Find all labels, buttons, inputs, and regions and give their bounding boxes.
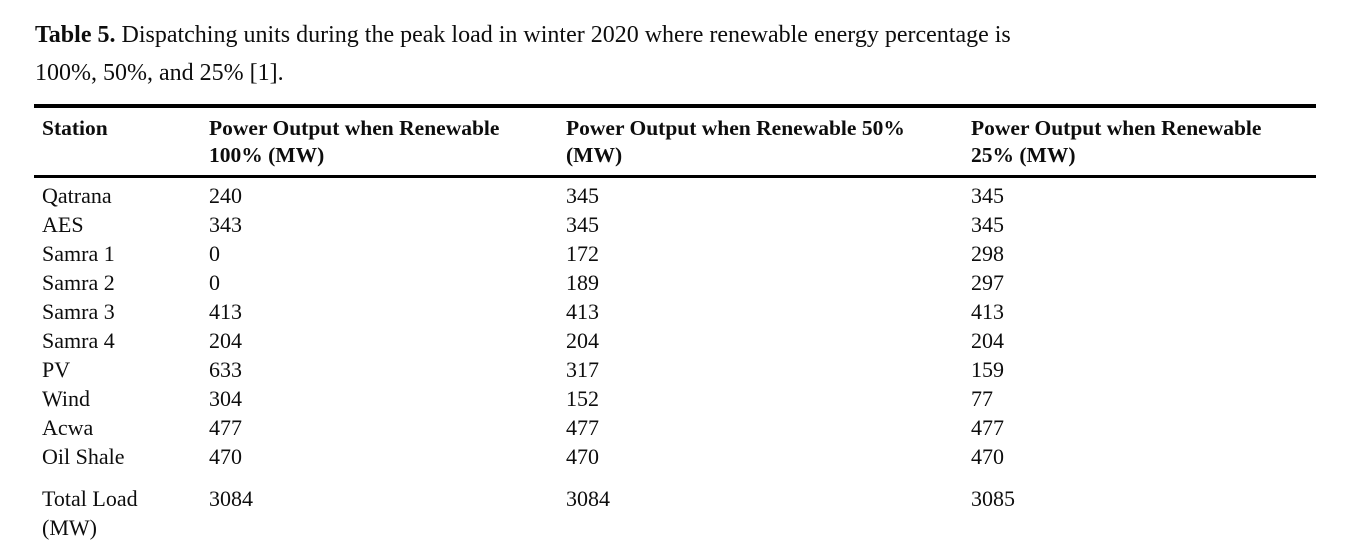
value-cell: 159: [971, 357, 1004, 382]
value-cell: 3084: [566, 486, 610, 511]
value-cell: 77: [971, 386, 993, 411]
table-row: Qatrana 240 345 345: [34, 177, 1316, 211]
table-row: Samra 2 0 189 297: [34, 268, 1316, 297]
column-header-station: Station: [42, 116, 108, 140]
station-cell: PV: [42, 357, 71, 382]
value-cell: 204: [566, 328, 599, 353]
table-row: Acwa 477 477 477: [34, 413, 1316, 442]
station-cell: Samra 1: [42, 241, 115, 266]
header-row: Station Power Output when Renewable 100%…: [34, 106, 1316, 177]
value-cell: 633: [209, 357, 242, 382]
station-cell: Samra 3: [42, 299, 115, 324]
value-cell: 345: [971, 212, 1004, 237]
caption-text: Dispatching units during the peak load i…: [115, 22, 1011, 48]
value-cell: 3084: [209, 486, 253, 511]
table-row: Oil Shale 470 470 470: [34, 442, 1316, 471]
value-cell: 204: [971, 328, 1004, 353]
station-cell: Wind: [42, 386, 90, 411]
caption-line-1: Table 5. Dispatching units during the pe…: [35, 16, 1317, 54]
value-cell: 343: [209, 212, 242, 237]
value-cell: 298: [971, 241, 1004, 266]
value-cell: 413: [566, 299, 599, 324]
value-cell: 477: [971, 415, 1004, 440]
value-cell: 477: [209, 415, 242, 440]
value-cell: 172: [566, 241, 599, 266]
value-cell: 0: [209, 241, 220, 266]
caption-line-2: 100%, 50%, and 25% [1].: [35, 60, 284, 86]
value-cell: 477: [566, 415, 599, 440]
value-cell: 0: [209, 270, 220, 295]
station-cell: Oil Shale: [42, 444, 125, 469]
table-row: Wind 304 152 77: [34, 384, 1316, 413]
value-cell: 470: [566, 444, 599, 469]
table-caption: Table 5. Dispatching units during the pe…: [35, 16, 1317, 92]
station-cell: Total Load (MW): [42, 486, 138, 540]
value-cell: 345: [971, 183, 1004, 208]
table-body: Qatrana 240 345 345 AES 343 345 345 Samra 1 0 172 2…: [34, 177, 1316, 545]
column-header-renewable-50: Power Output when Renewable 50% (MW): [566, 116, 905, 167]
station-cell: Acwa: [42, 415, 94, 440]
station-cell: Samra 4: [42, 328, 115, 353]
dispatch-units-table: Station Power Output when Renewable 100%…: [34, 104, 1316, 545]
value-cell: 470: [209, 444, 242, 469]
table-row: Samra 3 413 413 413: [34, 297, 1316, 326]
station-cell: Samra 2: [42, 270, 115, 295]
value-cell: 297: [971, 270, 1004, 295]
table-row: PV 633 317 159: [34, 355, 1316, 384]
station-cell: Qatrana: [42, 183, 112, 208]
value-cell: 413: [971, 299, 1004, 324]
value-cell: 317: [566, 357, 599, 382]
value-cell: 345: [566, 212, 599, 237]
caption-label: Table 5.: [35, 22, 116, 48]
table-row: Samra 1 0 172 298: [34, 239, 1316, 268]
value-cell: 345: [566, 183, 599, 208]
value-cell: 204: [209, 328, 242, 353]
table-row: AES 343 345 345: [34, 210, 1316, 239]
value-cell: 240: [209, 183, 242, 208]
value-cell: 189: [566, 270, 599, 295]
column-header-renewable-100: Power Output when Renewable 100% (MW): [209, 116, 500, 167]
table-header: Station Power Output when Renewable 100%…: [34, 106, 1316, 177]
value-cell: 413: [209, 299, 242, 324]
table-row: Total Load (MW) 3084 3084 3085: [34, 471, 1316, 545]
value-cell: 470: [971, 444, 1004, 469]
value-cell: 304: [209, 386, 242, 411]
table-row: Samra 4 204 204 204: [34, 326, 1316, 355]
value-cell: 152: [566, 386, 599, 411]
column-header-renewable-25: Power Output when Renewable 25% (MW): [971, 116, 1262, 167]
value-cell: 3085: [971, 486, 1015, 511]
station-cell: AES: [42, 212, 84, 237]
